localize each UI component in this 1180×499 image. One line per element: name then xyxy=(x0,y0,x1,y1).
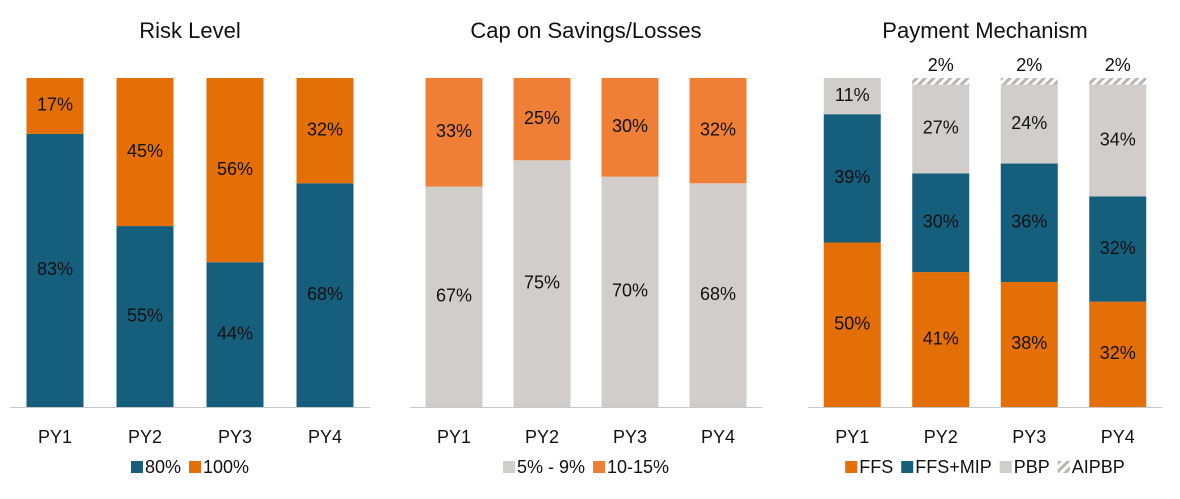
bar-segment xyxy=(296,78,354,184)
bar-segment xyxy=(1000,163,1058,282)
value-label: 39% xyxy=(834,167,870,187)
bar-segment xyxy=(689,78,747,184)
value-label: 2% xyxy=(928,55,954,75)
bar-segment xyxy=(26,133,84,407)
value-label: 44% xyxy=(217,323,253,343)
x-tick-label: PY4 xyxy=(1101,427,1135,447)
bar-segment xyxy=(425,78,483,187)
bar-segment xyxy=(116,226,174,407)
bar-segment xyxy=(1089,84,1147,197)
bar-segment xyxy=(912,272,970,407)
x-tick-label: PY2 xyxy=(924,427,958,447)
value-label: 25% xyxy=(524,108,560,128)
value-label: 2% xyxy=(1016,55,1042,75)
x-tick-label: PY3 xyxy=(613,427,647,447)
bar-segment xyxy=(1089,78,1147,85)
value-label: 17% xyxy=(37,95,73,115)
value-label: 83% xyxy=(37,259,73,279)
value-label: 68% xyxy=(307,284,343,304)
x-tick-label: PY4 xyxy=(701,427,735,447)
value-label: 27% xyxy=(923,118,959,138)
bar-segment xyxy=(912,78,970,85)
bar-segment xyxy=(1000,281,1058,407)
legend-label: PBP xyxy=(1014,457,1050,477)
x-tick-label: PY3 xyxy=(1012,427,1046,447)
bar-segment xyxy=(601,78,659,177)
chart-title: Cap on Savings/Losses xyxy=(470,18,701,43)
x-tick-label: PY2 xyxy=(128,427,162,447)
value-label: 32% xyxy=(307,119,343,139)
legend-label: FFS+MIP xyxy=(915,457,992,477)
legend-swatch xyxy=(901,461,914,473)
x-tick-label: PY1 xyxy=(835,427,869,447)
x-tick-label: PY3 xyxy=(218,427,252,447)
bar-segment xyxy=(1000,84,1058,164)
legend-label: 5% - 9% xyxy=(517,457,585,477)
value-label: 30% xyxy=(923,212,959,232)
value-label: 50% xyxy=(834,314,870,334)
bar-segment xyxy=(425,186,483,407)
bar-segment xyxy=(823,242,881,407)
bar-segment xyxy=(823,78,881,115)
value-label: 56% xyxy=(217,159,253,179)
value-label: 55% xyxy=(127,305,163,325)
value-label: 41% xyxy=(923,328,959,348)
x-tick-label: PY2 xyxy=(525,427,559,447)
value-label: 36% xyxy=(1011,212,1047,232)
bar-segment xyxy=(116,78,174,227)
legend-swatch xyxy=(1057,461,1070,473)
value-label: 70% xyxy=(612,281,648,301)
legend-swatch xyxy=(999,461,1012,473)
legend-swatch xyxy=(502,461,515,473)
value-label: 32% xyxy=(700,119,736,139)
bar-segment xyxy=(1089,196,1147,302)
legend-label: FFS xyxy=(859,457,893,477)
x-tick-label: PY1 xyxy=(437,427,471,447)
bar-segment xyxy=(513,78,571,161)
legend-swatch xyxy=(845,461,858,473)
bar-segment xyxy=(26,78,84,134)
bar-segment xyxy=(689,183,747,407)
value-label: 38% xyxy=(1011,333,1047,353)
bar-segment xyxy=(206,78,264,263)
bar-segment xyxy=(823,114,881,243)
bar-segment xyxy=(296,183,354,407)
value-label: 45% xyxy=(127,141,163,161)
legend-label: 80% xyxy=(145,457,181,477)
value-label: 24% xyxy=(1011,113,1047,133)
chart-title: Risk Level xyxy=(139,18,240,43)
legend-swatch xyxy=(592,461,605,473)
value-label: 2% xyxy=(1105,55,1131,75)
value-label: 67% xyxy=(436,286,472,306)
bar-segment xyxy=(206,262,264,407)
value-label: 11% xyxy=(835,85,870,105)
x-tick-label: PY1 xyxy=(38,427,72,447)
bar-segment xyxy=(601,176,659,407)
value-label: 30% xyxy=(612,116,648,136)
value-label: 34% xyxy=(1100,129,1136,149)
value-label: 32% xyxy=(1100,343,1136,363)
value-label: 32% xyxy=(1100,238,1136,258)
legend-swatch xyxy=(130,461,143,473)
bar-segment xyxy=(513,160,571,407)
legend-label: AIPBP xyxy=(1072,457,1125,477)
bar-segment xyxy=(1000,78,1058,85)
value-label: 68% xyxy=(700,284,736,304)
value-label: 75% xyxy=(524,272,560,292)
bar-segment xyxy=(1089,301,1147,407)
chart-title: Payment Mechanism xyxy=(882,18,1087,43)
legend-swatch xyxy=(188,461,201,473)
bar-segment xyxy=(912,84,970,174)
legend-label: 10-15% xyxy=(607,457,669,477)
legend-label: 100% xyxy=(203,457,249,477)
value-label: 33% xyxy=(436,121,472,141)
x-tick-label: PY4 xyxy=(308,427,342,447)
bar-segment xyxy=(912,173,970,273)
